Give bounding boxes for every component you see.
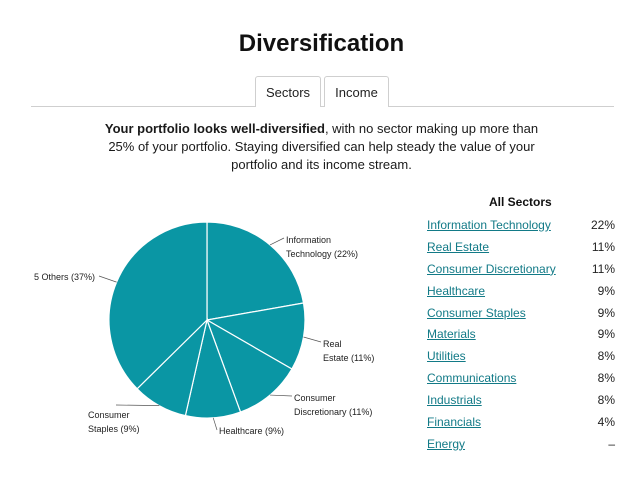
legend-row: Financials 4% (427, 411, 615, 433)
sector-percent: 9% (597, 283, 615, 298)
summary-text: Your portfolio looks well-diversified, w… (100, 120, 543, 174)
summary-bold: Your portfolio looks well-diversified (104, 121, 325, 136)
sector-link[interactable]: Financials (427, 414, 482, 429)
sector-link[interactable]: Materials (427, 327, 476, 342)
legend-row: Materials 9% (427, 323, 615, 345)
pie-svg: Information Technology (22%) Real Estate (1… (34, 221, 374, 436)
slice-label: Consumer Discretionary (11%) (294, 393, 372, 417)
leader-line (212, 417, 218, 431)
legend-row: Energy – (427, 433, 615, 455)
sector-legend: Information Technology 22% Real Estate 11% C… (427, 214, 615, 455)
sector-percent: – (608, 436, 615, 451)
slice-label: Consumer Staples (9%) (88, 410, 140, 434)
sector-link[interactable]: Healthcare (427, 283, 486, 298)
sector-percent: 22% (590, 217, 615, 232)
pie-slice (206, 221, 305, 321)
sector-link[interactable]: Communications (427, 371, 517, 386)
sector-percent: 11% (591, 239, 615, 254)
leader-line (303, 336, 322, 343)
sector-link[interactable]: Real Estate (427, 239, 490, 254)
sector-link[interactable]: Information Technology (427, 217, 551, 232)
leader-line (98, 275, 117, 283)
legend-title: All Sectors (489, 195, 552, 209)
page-title: Diversification (238, 30, 405, 57)
tab-divider (31, 106, 614, 107)
leader-line (269, 394, 293, 397)
sector-percent: 8% (597, 393, 615, 408)
sector-link[interactable]: Industrials (427, 393, 482, 408)
sector-percent: 9% (597, 327, 615, 342)
legend-row: Real Estate 11% (427, 236, 615, 258)
slice-label: 5 Others (37%) (34, 272, 95, 282)
slice-label: Real Estate (11%) (323, 339, 374, 363)
leader-line (115, 404, 160, 406)
legend-row: Consumer Discretionary 11% (427, 258, 615, 280)
leader-line (269, 237, 285, 246)
summary-rest: , with no sector making up more than 25%… (108, 121, 539, 172)
sector-pie-chart: Information Technology (22%) Real Estate (1… (0, 185, 400, 455)
tab-bar: Sectors Income (0, 76, 643, 107)
pie-slice (205, 302, 306, 370)
legend-row: Utilities 8% (427, 345, 615, 367)
sector-percent: 8% (597, 371, 615, 386)
legend-row: Information Technology 22% (427, 214, 615, 236)
sector-percent: 9% (597, 305, 615, 320)
sector-percent: 8% (597, 349, 615, 364)
sector-link[interactable]: Consumer Staples (427, 305, 526, 320)
sector-link[interactable]: Energy (427, 436, 466, 451)
legend-row: Communications 8% (427, 367, 615, 389)
slice-label: Information Technology (22%) (286, 235, 358, 259)
slice-label: Healthcare (9%) (219, 426, 284, 436)
sector-link[interactable]: Utilities (427, 349, 466, 364)
legend-row: Consumer Staples 9% (427, 302, 615, 324)
sector-percent: 4% (597, 414, 615, 429)
pie-slice (205, 318, 293, 413)
sector-percent: 11% (591, 261, 615, 276)
tab-income[interactable]: Income (324, 76, 389, 107)
sector-link[interactable]: Consumer Discretionary (427, 261, 556, 276)
tab-sectors[interactable]: Sectors (255, 76, 321, 107)
legend-row: Healthcare 9% (427, 280, 615, 302)
legend-row: Industrials 8% (427, 389, 615, 411)
